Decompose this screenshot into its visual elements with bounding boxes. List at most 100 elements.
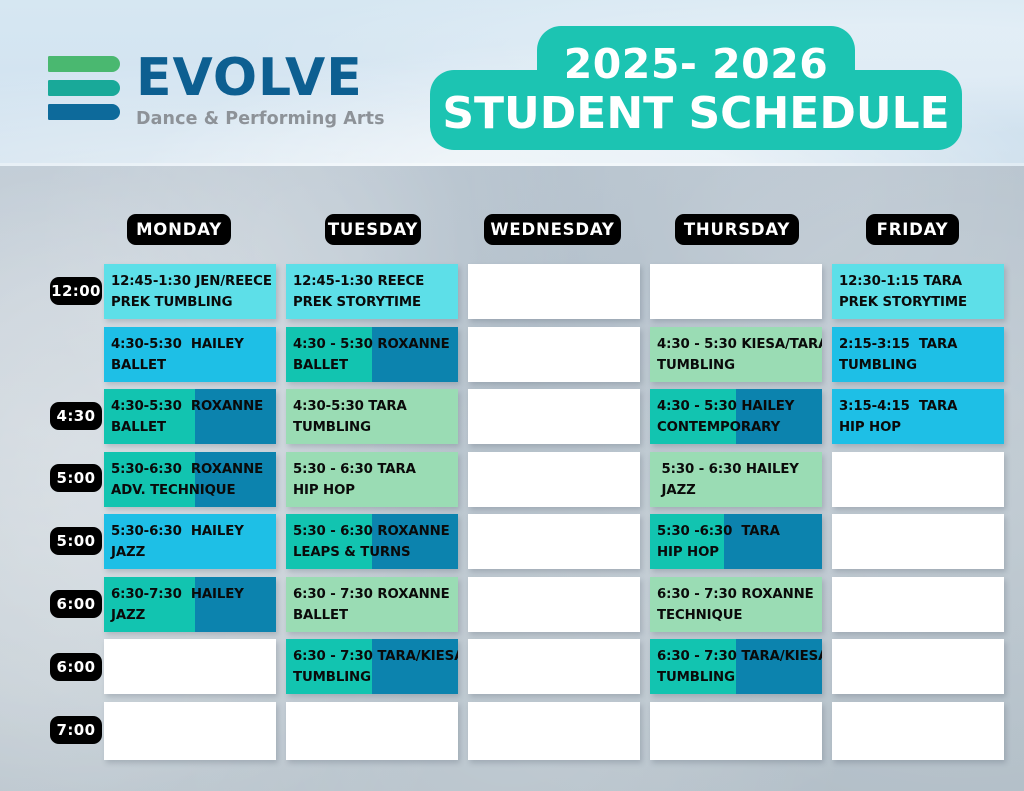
time-label: 5:00: [50, 527, 102, 555]
schedule-cell-class: 12:45-1:30 REECE PREK STORYTIME: [286, 264, 458, 319]
cell-line-class-name: TUMBLING: [293, 419, 371, 435]
cell-color-left: [104, 514, 276, 569]
cell-line-time-instructor: 6:30-7:30 HAILEY: [111, 587, 244, 602]
cell-line-class-name: TECHNIQUE: [657, 607, 743, 623]
schedule-cell-class: 6:30 - 7:30 TARA/KIESA TUMBLING: [286, 639, 458, 694]
cell-line-time-instructor: 6:30 - 7:30 ROXANNE: [657, 587, 814, 602]
cell-class-text: 6:30 - 7:30 ROXANNE BALLET: [286, 577, 458, 626]
schedule-cell-class: 5:30 - 6:30 ROXANNE LEAPS & TURNS: [286, 514, 458, 569]
cell-line-time-instructor: 12:45-1:30 REECE: [293, 274, 425, 289]
cell-color-left: [286, 389, 458, 444]
cell-line-time-instructor: 5:30-6:30 HAILEY: [111, 524, 244, 539]
schedule-cell-class: 12:30-1:15 TARA PREK STORYTIME: [832, 264, 1004, 319]
cell-color-left: [286, 327, 372, 382]
cell-line-time-instructor: 2:15-3:15 TARA: [839, 337, 958, 352]
cell-color-left: [650, 514, 724, 569]
cell-color-right: [195, 577, 276, 632]
time-label: 6:00: [50, 653, 102, 681]
cell-line-time-instructor: 5:30-6:30 ROXANNE: [111, 462, 264, 477]
cell-color-right: [736, 639, 822, 694]
schedule-cell-class: 6:30 - 7:30 ROXANNE TECHNIQUE: [650, 577, 822, 632]
banner-season-years: 2025- 2026: [563, 40, 829, 88]
cell-line-class-name: BALLET: [111, 357, 166, 373]
cell-class-text: 12:45-1:30 JEN/REECE PREK TUMBLING: [104, 264, 276, 313]
cell-class-text: 5:30 - 6:30 TARA HIP HOP: [286, 452, 458, 501]
cell-line-time-instructor: 4:30-5:30 TARA: [293, 399, 407, 414]
cell-line-class-name: JAZZ: [111, 607, 146, 623]
cell-class-text: 4:30-5:30 TARA TUMBLING: [286, 389, 458, 438]
cell-line-time-instructor: 4:30 - 5:30 KIESA/TARA: [657, 337, 822, 352]
cell-line-class-name: PREK TUMBLING: [111, 294, 233, 310]
evolve-wordmark: EVOLVE Dance & Performing Arts: [136, 52, 385, 129]
cell-class-text: 5:30 - 6:30 ROXANNE LEAPS & TURNS: [286, 514, 458, 563]
schedule-cell-empty: [468, 577, 640, 632]
schedule-cell-class: 5:30-6:30 HAILEY JAZZ: [104, 514, 276, 569]
schedule-cell-empty: [468, 452, 640, 507]
logo-bar-blue: [48, 104, 120, 120]
schedule-cell-empty: [468, 639, 640, 694]
cell-class-text: 3:15-4:15 TARA HIP HOP: [832, 389, 1004, 438]
cell-color-left: [832, 389, 1004, 444]
cell-line-class-name: CONTEMPORARY: [657, 419, 781, 435]
cell-line-time-instructor: 4:30 - 5:30 HAILEY: [657, 399, 795, 414]
schedule-cell-class: 6:30 - 7:30 ROXANNE BALLET: [286, 577, 458, 632]
cell-line-class-name: HIP HOP: [657, 544, 719, 560]
cell-line-class-name: HIP HOP: [293, 482, 355, 498]
day-header-friday: FRIDAY: [866, 214, 959, 245]
cell-line-class-name: LEAPS & TURNS: [293, 544, 411, 560]
schedule-cell-class: 2:15-3:15 TARA TUMBLING: [832, 327, 1004, 382]
day-header-thursday: THURSDAY: [675, 214, 799, 245]
cell-line-time-instructor: 12:45-1:30 JEN/REECE: [111, 274, 272, 289]
cell-class-text: 6:30 - 7:30 ROXANNE TECHNIQUE: [650, 577, 822, 626]
cell-line-time-instructor: 5:30 - 6:30 HAILEY: [657, 462, 799, 477]
cell-line-time-instructor: 6:30 - 7:30 TARA/KIESA: [293, 649, 458, 664]
cell-color-left: [286, 514, 372, 569]
cell-line-time-instructor: 6:30 - 7:30 ROXANNE: [293, 587, 450, 602]
schedule-cell-class: 4:30-5:30 HAILEY BALLET: [104, 327, 276, 382]
schedule-cell-empty: [650, 264, 822, 319]
evolve-logo: EVOLVE Dance & Performing Arts: [48, 52, 385, 129]
schedule-cell-empty: [286, 702, 458, 760]
schedule-cell-empty: [104, 639, 276, 694]
cell-color-left: [286, 452, 458, 507]
time-label: 4:30: [50, 402, 102, 430]
cell-line-class-name: JAZZ: [111, 544, 146, 560]
cell-color-left: [650, 389, 736, 444]
schedule-cell-empty: [468, 702, 640, 760]
cell-color-left: [104, 452, 196, 507]
cell-line-time-instructor: 4:30-5:30 HAILEY: [111, 337, 244, 352]
schedule-cell-empty: [468, 389, 640, 444]
cell-color-left: [286, 264, 458, 319]
cell-line-time-instructor: 6:30 - 7:30 TARA/KIESA: [657, 649, 822, 664]
cell-line-time-instructor: 4:30-5:30 ROXANNE: [111, 399, 264, 414]
cell-line-class-name: TUMBLING: [657, 669, 735, 685]
cell-line-class-name: ADV. TECHNIQUE: [111, 482, 236, 498]
cell-color-left: [650, 577, 822, 632]
schedule-cell-empty: [468, 264, 640, 319]
schedule-cell-class: 4:30-5:30 TARA TUMBLING: [286, 389, 458, 444]
cell-class-text: 2:15-3:15 TARA TUMBLING: [832, 327, 1004, 376]
cell-line-time-instructor: 4:30 - 5:30 ROXANNE: [293, 337, 450, 352]
schedule-cell-class: 6:30 - 7:30 TARA/KIESA TUMBLING: [650, 639, 822, 694]
schedule-cell-class: 4:30 - 5:30 HAILEY CONTEMPORARY: [650, 389, 822, 444]
banner-bottom-shape: [430, 70, 962, 150]
cell-line-time-instructor: 5:30 - 6:30 TARA: [293, 462, 416, 477]
cell-class-text: 6:30 - 7:30 TARA/KIESA TUMBLING: [286, 639, 458, 688]
schedule-cell-class: 5:30 -6:30 TARA HIP HOP: [650, 514, 822, 569]
logo-bar-teal: [48, 80, 120, 96]
banner-title: STUDENT SCHEDULE: [442, 88, 950, 139]
cell-class-text: 4:30 - 5:30 HAILEY CONTEMPORARY: [650, 389, 822, 438]
cell-class-text: 12:45-1:30 REECE PREK STORYTIME: [286, 264, 458, 313]
cell-color-left: [650, 452, 822, 507]
cell-line-time-instructor: 3:15-4:15 TARA: [839, 399, 958, 414]
cell-color-right: [372, 639, 458, 694]
evolve-logo-mark-icon: [48, 56, 120, 120]
cell-class-text: 4:30-5:30 HAILEY BALLET: [104, 327, 276, 376]
schedule-cell-class: 6:30-7:30 HAILEY JAZZ: [104, 577, 276, 632]
cell-line-time-instructor: 5:30 - 6:30 ROXANNE: [293, 524, 450, 539]
cell-color-left: [286, 577, 458, 632]
title-banner: 2025- 2026 STUDENT SCHEDULE: [430, 26, 962, 150]
schedule-cell-class: 12:45-1:30 JEN/REECE PREK TUMBLING: [104, 264, 276, 319]
